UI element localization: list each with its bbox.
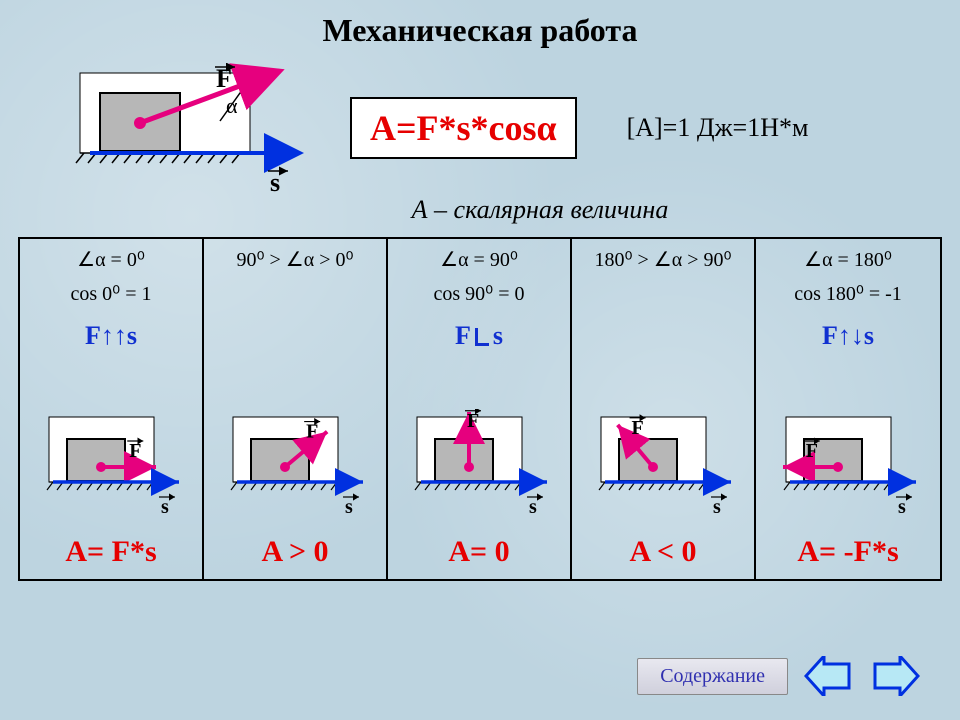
svg-text:α: α (226, 93, 238, 118)
unit-text: [A]=1 Дж=1Н*м (627, 113, 809, 143)
top-row: α F s A=F*s*cosα [A]=1 Дж=1Н*м (0, 49, 960, 199)
work-result: A= -F*s (797, 535, 898, 569)
svg-text:s: s (161, 496, 169, 518)
svg-text:s: s (713, 496, 721, 518)
work-result: A < 0 (629, 535, 696, 569)
svg-text:s: s (529, 496, 537, 518)
page-title: Механическая работа (0, 0, 960, 49)
svg-text:F: F (632, 417, 644, 439)
mini-diagram: F s (583, 409, 743, 519)
main-diagram: α F s (70, 63, 310, 193)
mini-diagram: F s (215, 409, 375, 519)
case-cell-0: ∠α = 0⁰ cos 0⁰ = 1 F↑↑s F s A= F*s (20, 239, 204, 579)
next-arrow-icon[interactable] (870, 656, 920, 696)
svg-text:s: s (898, 496, 906, 518)
svg-text:F: F (216, 64, 232, 93)
vector-relation: F↑↓s (822, 321, 874, 353)
mini-diagram: F s (768, 409, 928, 519)
footer-nav: Содержание (637, 656, 920, 696)
angle-condition: ∠α = 90⁰ (440, 247, 518, 275)
case-cell-4: ∠α = 180⁰ cos 180⁰ = -1 F↑↓s F s A= -F*s (756, 239, 940, 579)
svg-text:s: s (345, 496, 353, 518)
cases-table: ∠α = 0⁰ cos 0⁰ = 1 F↑↑s F s A= F*s 90⁰ > ∠α… (18, 237, 942, 581)
main-formula: A=F*s*cosα (350, 97, 577, 159)
svg-text:F: F (129, 440, 141, 462)
scalar-note: А – скалярная величина (120, 195, 960, 225)
mini-diagram: F s (31, 409, 191, 519)
angle-condition: 90⁰ > ∠α > 0⁰ (236, 247, 353, 275)
work-result: A > 0 (261, 535, 328, 569)
contents-button[interactable]: Содержание (637, 658, 788, 695)
svg-text:F: F (306, 421, 318, 443)
work-result: A= 0 (448, 535, 509, 569)
cos-line: cos 180⁰ = -1 (794, 281, 902, 307)
angle-condition: 180⁰ > ∠α > 90⁰ (594, 247, 731, 275)
svg-text:F: F (806, 440, 818, 462)
case-cell-3: 180⁰ > ∠α > 90⁰ F s A < 0 (572, 239, 756, 579)
cos-line: cos 0⁰ = 1 (71, 281, 152, 307)
svg-text:F: F (467, 410, 479, 432)
vector-relation: Fs (455, 321, 503, 353)
angle-condition: ∠α = 180⁰ (804, 247, 892, 275)
cos-line: cos 90⁰ = 0 (434, 281, 525, 307)
case-cell-1: 90⁰ > ∠α > 0⁰ F s A > 0 (204, 239, 388, 579)
case-cell-2: ∠α = 90⁰ cos 90⁰ = 0 Fs F s A= 0 (388, 239, 572, 579)
mini-diagram: F s (399, 409, 559, 519)
work-result: A= F*s (65, 535, 156, 569)
prev-arrow-icon[interactable] (804, 656, 854, 696)
vector-relation: F↑↑s (85, 321, 137, 353)
angle-condition: ∠α = 0⁰ (77, 247, 145, 275)
svg-text:s: s (270, 168, 280, 193)
